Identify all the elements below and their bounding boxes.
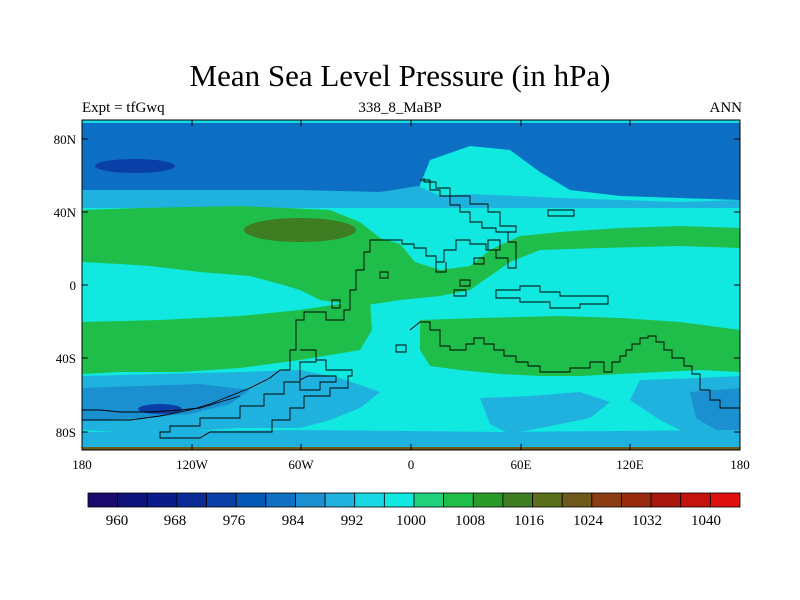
colorbar-swatch [265,492,296,508]
lon-label-60w: 60W [288,457,314,472]
south-low-east-inner [690,388,740,430]
colorbar-swatch [680,492,711,508]
colorbar-swatch [443,492,474,508]
chart-title: Mean Sea Level Pressure (in hPa) [189,58,611,93]
coastline-south-lobe-3 [82,395,241,413]
sh-high-band [82,300,372,374]
coastline-island-1 [547,209,575,217]
colorbar-swatch [235,492,267,508]
colorbar [87,492,741,508]
coastline-island-2 [487,239,501,251]
colorbar-label: 976 [223,513,246,529]
lon-label-60e: 60E [511,457,532,472]
coastlines [82,178,740,439]
colorbar-label: 1016 [514,513,545,529]
colorbar-swatch [383,492,415,508]
lon-label-120w: 120W [176,457,209,472]
colorbar-swatch [709,492,741,508]
north-low-band [82,120,740,200]
colorbar-label: 1040 [691,513,721,529]
lon-label-120e: 120E [616,457,644,472]
coastline-asia-east [423,178,517,233]
coastline-south-lobe-1 [159,349,353,439]
coastline-island-6 [395,344,407,353]
south-low-band-2 [82,384,250,420]
coastline-india [435,262,447,273]
coastline-island-5 [331,299,341,309]
colorbar-label: 960 [106,513,129,529]
aleutian-low [95,159,175,173]
colorbar-label: 1032 [632,513,662,529]
lon-label-0: 0 [408,457,415,472]
colorbar-swatch [561,492,593,508]
lat-label-80n: 80N [54,132,77,147]
south-blob-1 [480,392,610,434]
colorbar-swatch [146,492,178,508]
lon-label-180w: 180 [72,457,92,472]
colorbar-swatch [532,492,563,508]
colorbar-label: 1008 [455,513,485,529]
sh-high-band-east [420,316,740,376]
colorbar-label: 984 [282,513,305,529]
colorbar-swatch [295,492,326,508]
coastline-australia-north [495,285,609,309]
coastline-island-3 [473,257,485,265]
colorbar-label: 1000 [396,513,426,529]
north-low-band-light [82,186,740,208]
season-label: ANN [709,100,743,116]
colorbar-swatch [621,492,652,508]
lat-ticks [82,138,740,433]
colorbar-swatch [354,492,385,508]
colorbar-label: 992 [341,513,364,529]
lat-label-80s: 80S [56,425,76,440]
coastline-island-8 [459,279,471,287]
colorbar-swatch [591,492,622,508]
period-label: 338_8_MaBP [358,100,442,116]
lat-label-40n: 40N [54,205,77,220]
colorbar-swatch [324,492,356,508]
coastline-island-7 [379,271,389,279]
colorbar-labels: 960 968 976 984 992 1000 1008 1016 1024 … [106,513,721,529]
lon-label-180e: 180 [730,457,750,472]
colorbar-swatch [206,492,237,508]
coastline-southern-continent [409,321,740,409]
experiment-label: Expt = tfGwq [82,100,165,116]
colorbar-swatch [413,492,445,508]
pressure-field [82,120,740,450]
colorbar-swatch [502,492,533,508]
southern-low-core [138,404,182,414]
colorbar-swatch [117,492,148,508]
colorbar-swatch [650,492,682,508]
colorbar-swatch [176,492,207,508]
colorbar-label: 1024 [573,513,604,529]
subtropical-high-core [244,218,356,242]
lat-label-0: 0 [70,278,77,293]
antarctic-band [82,430,740,448]
colorbar-swatch [472,492,504,508]
coastline-northern-continent [82,179,517,421]
colorbar-swatch [87,492,119,508]
coastline-island-4 [453,289,467,297]
lon-ticks [81,120,741,450]
lat-label-40s: 40S [56,351,76,366]
colorbar-label: 968 [164,513,187,529]
coastline-south-lobe-2 [299,375,337,391]
